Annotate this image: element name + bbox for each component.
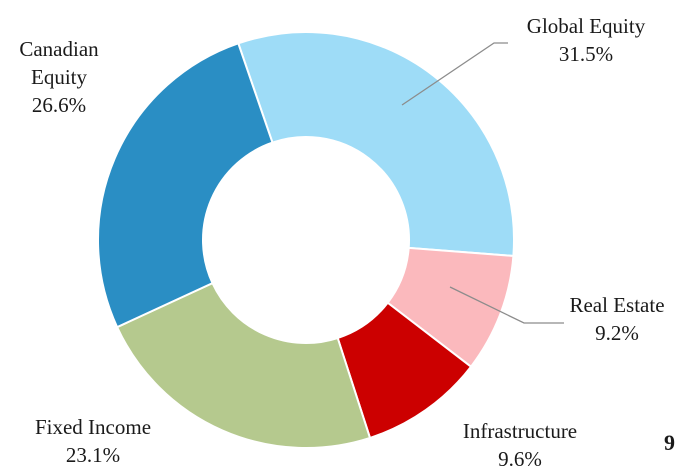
slice-global-equity <box>237 31 515 258</box>
label-canadian-equity: Canadian Equity 26.6% <box>19 37 99 117</box>
label-infrastructure: Infrastructure 9.6% <box>463 419 577 471</box>
label-global-equity: Global Equity 31.5% <box>527 14 646 66</box>
slice-fixed-income <box>115 281 372 449</box>
chart-labels: Global Equity 31.5% Real Estate 9.2% Infrast… <box>19 14 664 471</box>
page-number: 9 <box>664 430 675 455</box>
chart-leader-lines <box>401 42 564 324</box>
chart-slices <box>97 31 515 449</box>
leader-line-real-estate <box>449 286 564 324</box>
label-fixed-income: Fixed Income 23.1% <box>35 415 151 467</box>
slice-canadian-equity <box>97 42 274 329</box>
label-real-estate: Real Estate 9.2% <box>569 293 664 345</box>
leader-line-global-equity <box>401 42 508 106</box>
